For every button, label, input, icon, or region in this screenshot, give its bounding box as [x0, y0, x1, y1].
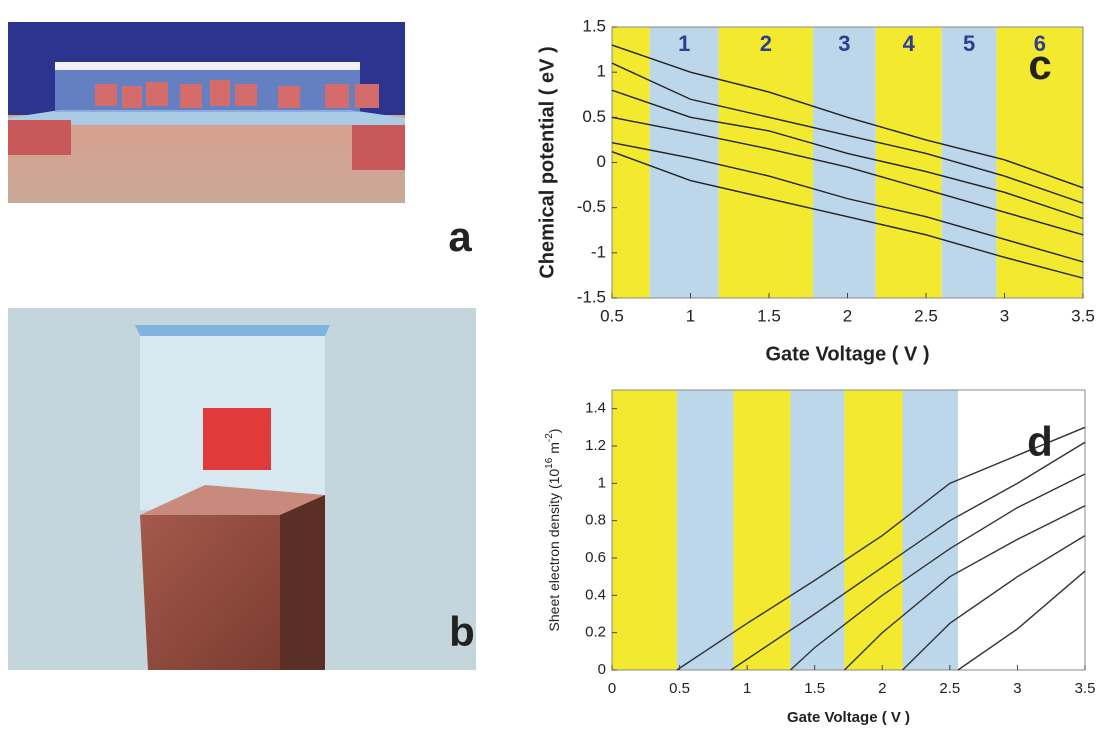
band	[790, 390, 844, 670]
panel-label: b	[449, 608, 475, 655]
y-axis-label-part: )	[546, 429, 562, 434]
band-label: 4	[903, 31, 916, 56]
x-tick-label: 1.5	[757, 306, 781, 325]
band-label: 5	[963, 31, 975, 56]
panel-b-render	[8, 308, 476, 670]
band-label: 3	[838, 31, 850, 56]
x-tick-label: 2.5	[939, 680, 960, 697]
band-label: 1	[678, 31, 690, 56]
band	[813, 27, 876, 298]
panel-label: c	[1028, 41, 1051, 88]
y-tick-label: 0	[597, 152, 606, 171]
y-tick-label: 0.8	[585, 512, 606, 529]
y-tick-label: 0.4	[585, 586, 606, 603]
y-axis-label: Chemical potential ( eV )	[536, 46, 558, 278]
x-tick-label: 0.5	[600, 306, 624, 325]
x-tick-label: 0.5	[669, 680, 690, 697]
y-axis-label-part: m	[546, 442, 562, 458]
band	[719, 27, 813, 298]
figure: a b 1234560.511.522.533.5-1.5-1-0.500.51…	[0, 0, 1116, 733]
x-tick-label: 3.5	[1071, 306, 1095, 325]
x-axis-label: Gate Voltage ( V )	[765, 343, 929, 365]
y-tick-label: -1	[591, 242, 606, 261]
y-axis-label: Sheet electron density (1016 m-2)	[544, 429, 562, 632]
x-tick-label: 1	[743, 680, 751, 697]
x-tick-label: 3	[1013, 680, 1021, 697]
panel-label: a	[448, 213, 472, 260]
band	[677, 390, 734, 670]
y-axis-label-part: Sheet electron density (10	[546, 469, 562, 632]
panel-label: d	[1027, 418, 1053, 465]
y-axis-label-part: 16	[544, 457, 555, 469]
series-line	[958, 571, 1085, 670]
x-tick-label: 1	[686, 306, 695, 325]
y-tick-label: 1.4	[585, 400, 606, 417]
band-label: 2	[760, 31, 772, 56]
y-tick-label: 1	[598, 474, 606, 491]
y-tick-label: 0.5	[582, 107, 606, 126]
y-tick-label: 1.2	[585, 437, 606, 454]
band	[942, 27, 997, 298]
x-tick-label: 0	[608, 680, 616, 697]
y-tick-label: 1	[597, 62, 606, 81]
y-tick-label: -1.5	[577, 287, 606, 306]
x-tick-label: 3	[1000, 306, 1009, 325]
band	[844, 390, 902, 670]
band	[612, 27, 650, 298]
y-tick-label: 0.2	[585, 624, 606, 641]
y-tick-label: 0	[598, 661, 606, 678]
panel-a-render	[8, 22, 405, 203]
x-tick-label: 2	[843, 306, 852, 325]
y-tick-label: -0.5	[577, 197, 606, 216]
band	[903, 390, 958, 670]
x-tick-label: 3.5	[1075, 680, 1096, 697]
x-tick-label: 2	[878, 680, 886, 697]
x-axis-label: Gate Voltage ( V )	[787, 709, 910, 726]
band	[734, 390, 791, 670]
x-tick-label: 1.5	[804, 680, 825, 697]
y-tick-label: 0.6	[585, 549, 606, 566]
y-tick-label: 1.5	[582, 16, 606, 35]
band	[612, 390, 677, 670]
x-tick-label: 2.5	[914, 306, 938, 325]
